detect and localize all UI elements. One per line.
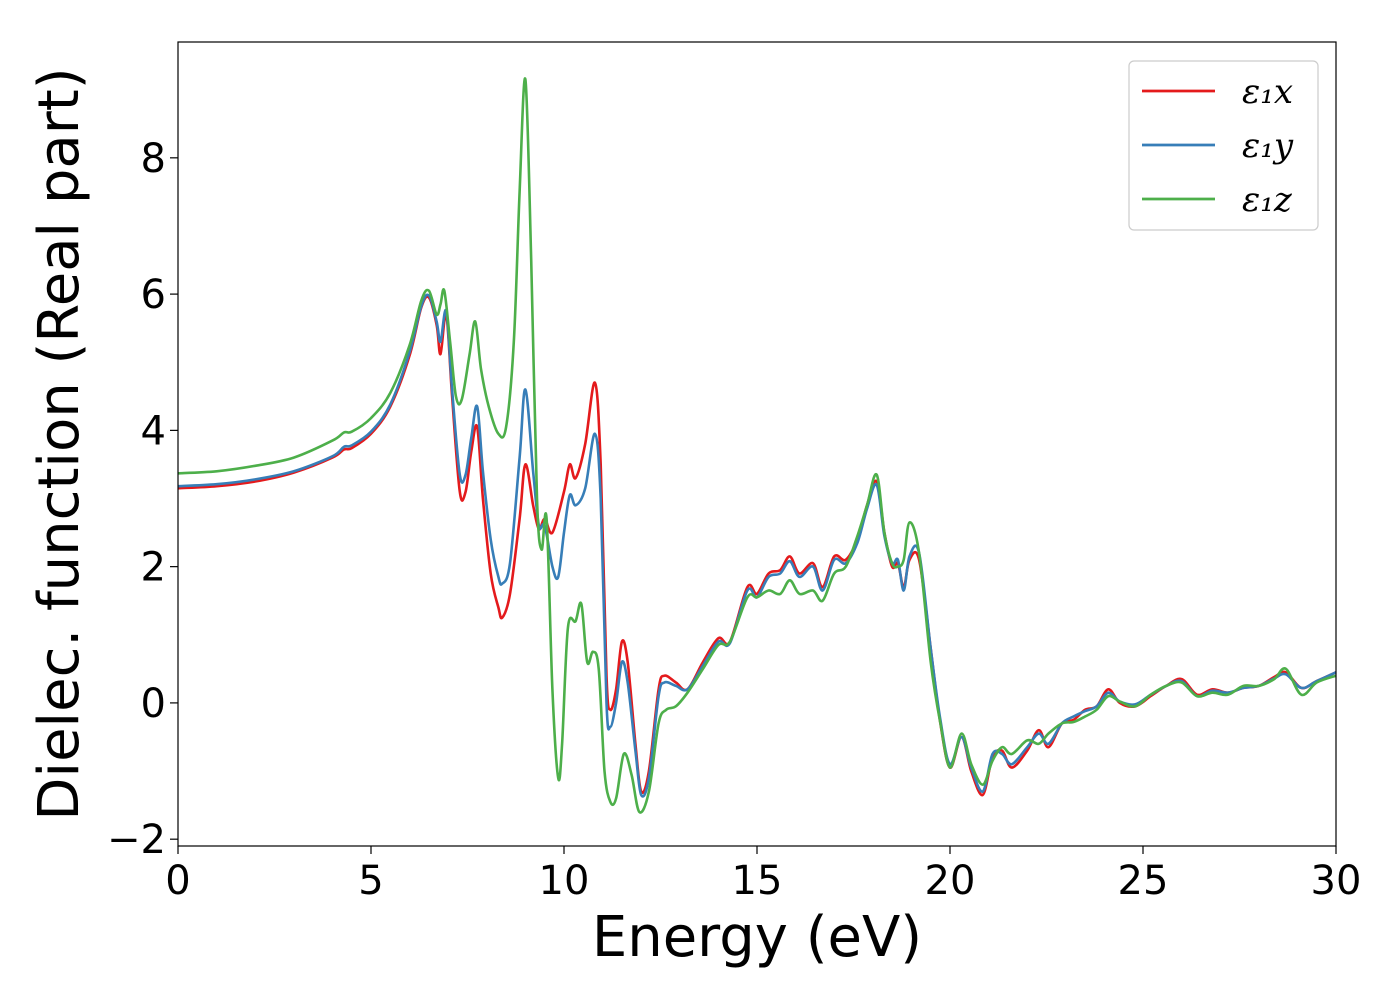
legend-label-1: ε₁y (1242, 126, 1294, 166)
series-layer (178, 77, 1336, 814)
y-tick-label: 8 (141, 136, 166, 182)
legend-label-0: ε₁x (1242, 72, 1293, 112)
x-tick-label: 0 (165, 858, 190, 904)
x-tick-label: 30 (1311, 858, 1362, 904)
y-tick-label: 6 (141, 272, 166, 318)
legend-items: ε₁x ε₁y ε₁z (1142, 72, 1294, 220)
y-axis-label: Dielec. function (Real part) (27, 67, 92, 820)
x-tick-label: 10 (539, 858, 590, 904)
legend-box (1128, 60, 1319, 231)
legend-label-2: ε₁z (1242, 180, 1293, 220)
y-axis-ticks: −2 0 2 4 6 8 (107, 136, 178, 863)
x-tick-label: 5 (358, 858, 383, 904)
y-tick-label: 4 (141, 408, 166, 454)
legend: ε₁x ε₁y ε₁z (1128, 60, 1319, 231)
x-axis-label: Energy (eV) (592, 905, 922, 970)
x-axis-ticks: 0 5 10 15 20 25 30 (165, 846, 1361, 904)
y-tick-label: 2 (141, 545, 166, 591)
y-tick-label: 0 (141, 681, 166, 727)
x-tick-label: 15 (732, 858, 783, 904)
y-tick-label: −2 (107, 817, 166, 863)
series-line-1 (178, 293, 1336, 798)
x-tick-label: 20 (925, 858, 976, 904)
series-line-2 (178, 77, 1336, 814)
x-tick-label: 25 (1118, 858, 1169, 904)
